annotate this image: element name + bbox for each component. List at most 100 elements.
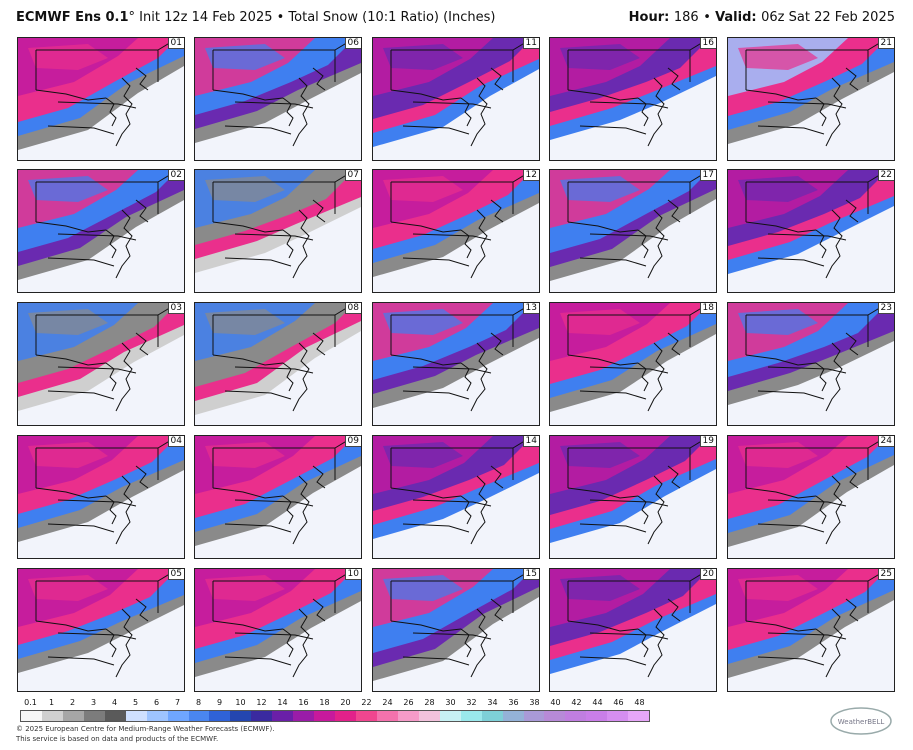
colorbar-swatch [230,711,252,721]
colorbar-ticks: 0.1 1 2 3 4 5 6 7 8 9 10 12 14 16 18 20 22 24 26 28 30 32 34 36… [20,698,650,710]
colorbar-tick-label: 3 [90,698,97,707]
member-number: 19 [699,436,716,447]
colorbar [20,710,650,722]
colorbar-tick-label: 26 [403,698,414,707]
member-number: 09 [344,436,361,447]
member-number: 05 [167,569,184,580]
colorbar-swatch [544,711,566,721]
hour-label: Hour: [628,10,670,25]
colorbar-tick-label: 36 [508,698,519,707]
colorbar-tick-label: 40 [550,698,561,707]
colorbar-tick-label: 1 [48,698,55,707]
colorbar-swatch [356,711,377,721]
member-number: 22 [877,170,894,181]
member-number: 11 [522,38,539,49]
colorbar-tick-label: 28 [424,698,435,707]
colorbar-tick-label: 0.1 [24,698,37,707]
colorbar-swatch [146,711,168,721]
colorbar-tick-label: 18 [319,698,330,707]
ensemble-member-panel: 03 [17,302,185,426]
colorbar-swatch [376,711,398,721]
copyright-line: © 2025 European Centre for Medium-Range … [16,725,275,733]
snow-map-svg [550,170,716,292]
colorbar-swatch [439,711,461,721]
snow-map-svg [373,170,539,292]
valid-label: Valid: [715,10,757,25]
colorbar-tick-label: 6 [153,698,160,707]
ensemble-member-panel: 16 [549,37,717,161]
snow-map-svg [373,569,539,691]
colorbar-swatch [188,711,210,721]
snow-map-svg [195,170,361,292]
ensemble-member-panel: 11 [372,37,540,161]
snow-map-svg [195,303,361,425]
ensemble-member-panel: 15 [372,568,540,692]
ensemble-member-panel: 24 [727,435,895,559]
ensemble-member-panel: 07 [194,169,362,293]
snow-map-svg [373,303,539,425]
colorbar-tick-label: 5 [132,698,139,707]
colorbar-tick-label: 42 [571,698,582,707]
ensemble-member-panel: 21 [727,37,895,161]
colorbar-swatch [523,711,545,721]
ensemble-member-panel: 12 [372,169,540,293]
ensemble-member-panel: 06 [194,37,362,161]
colorbar-swatch [167,711,189,721]
colorbar-swatch [397,711,419,721]
colorbar-swatch [460,711,482,721]
ensemble-member-panel: 14 [372,435,540,559]
ensemble-member-panel: 25 [727,568,895,692]
snow-map-svg [728,303,894,425]
snow-map-svg [550,436,716,558]
colorbar-swatch [104,711,126,721]
ensemble-member-panel: 08 [194,302,362,426]
member-number: 10 [344,569,361,580]
ensemble-member-panel: 13 [372,302,540,426]
snow-map-svg [195,569,361,691]
colorbar-swatch [502,711,524,721]
ensemble-member-panel: 22 [727,169,895,293]
snow-map-svg [18,170,184,292]
valid-time: Hour: 186 • Valid: 06z Sat 22 Feb 2025 [628,10,895,25]
member-number: 21 [877,38,894,49]
ensemble-member-panel: 18 [549,302,717,426]
member-number: 20 [699,569,716,580]
colorbar-swatch [586,711,608,721]
member-number: 12 [522,170,539,181]
member-number: 01 [167,38,184,49]
ensemble-member-panel: 10 [194,568,362,692]
colorbar-tick-label: 12 [256,698,267,707]
member-number: 15 [522,569,539,580]
ensemble-member-panel: 05 [17,568,185,692]
member-number: 17 [699,170,716,181]
member-number: 25 [877,569,894,580]
colorbar-tick-label: 16 [298,698,309,707]
colorbar-tick-label: 24 [382,698,393,707]
degree-symbol: ° [128,10,136,25]
colorbar-tick-label: 10 [235,698,246,707]
ensemble-member-panel: 20 [549,568,717,692]
ensemble-member-panel: 09 [194,435,362,559]
colorbar-tick-label: 14 [277,698,288,707]
colorbar-swatch [83,711,105,721]
colorbar-tick-label: 46 [613,698,624,707]
ensemble-member-panel: 02 [17,169,185,293]
colorbar-swatch [628,711,650,721]
colorbar-tick-label: 32 [466,698,477,707]
colorbar-swatch [21,711,42,721]
snow-map-svg [550,303,716,425]
weatherbell-logo: WeatherBELL [830,707,892,735]
snow-map-svg [373,436,539,558]
model-name: ECMWF Ens 0.1 [16,10,129,25]
colorbar-tick-label: 34 [487,698,498,707]
snow-map-svg [728,569,894,691]
member-number: 18 [699,303,716,314]
map-title: ECMWF Ens 0.1° Init 12z 14 Feb 2025 • To… [16,10,495,25]
colorbar-swatch [62,711,84,721]
member-number: 14 [522,436,539,447]
snow-map-svg [18,38,184,160]
colorbar-tick-label: 7 [174,698,181,707]
ensemble-member-panel: 01 [17,37,185,161]
snow-map-svg [550,38,716,160]
colorbar-swatch [418,711,440,721]
